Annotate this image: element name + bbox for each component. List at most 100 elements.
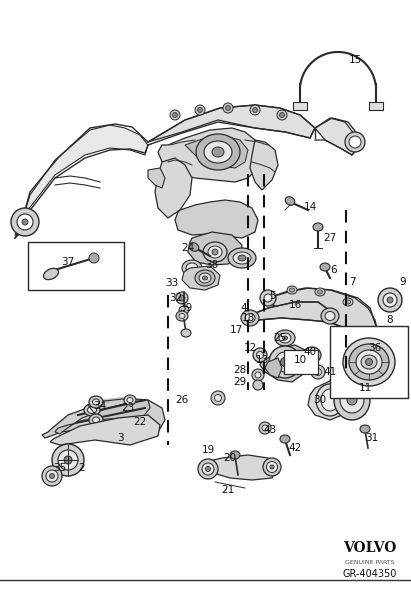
Ellipse shape <box>17 214 33 230</box>
Ellipse shape <box>340 387 364 413</box>
Ellipse shape <box>228 248 256 268</box>
Ellipse shape <box>89 253 99 263</box>
Ellipse shape <box>182 260 202 276</box>
Bar <box>284 350 318 374</box>
Text: 31: 31 <box>365 433 379 443</box>
Ellipse shape <box>253 380 263 390</box>
Ellipse shape <box>204 141 232 163</box>
Ellipse shape <box>176 292 188 304</box>
Ellipse shape <box>215 394 222 401</box>
Ellipse shape <box>349 344 389 380</box>
Text: 42: 42 <box>289 443 302 453</box>
Ellipse shape <box>275 352 295 372</box>
Polygon shape <box>148 105 315 142</box>
Ellipse shape <box>179 306 189 314</box>
Ellipse shape <box>58 450 78 470</box>
Text: 39: 39 <box>179 303 193 313</box>
Text: 35: 35 <box>53 463 67 473</box>
Polygon shape <box>155 158 192 218</box>
Ellipse shape <box>279 112 284 118</box>
Ellipse shape <box>343 338 395 386</box>
Ellipse shape <box>208 246 222 258</box>
Text: 43: 43 <box>263 425 277 435</box>
Ellipse shape <box>383 293 397 307</box>
Ellipse shape <box>250 105 260 115</box>
Ellipse shape <box>360 425 370 433</box>
Text: 18: 18 <box>241 313 255 323</box>
Ellipse shape <box>189 243 199 251</box>
Polygon shape <box>248 302 332 322</box>
Ellipse shape <box>287 286 297 294</box>
Ellipse shape <box>260 290 276 306</box>
Ellipse shape <box>347 395 357 405</box>
Ellipse shape <box>264 294 272 302</box>
Ellipse shape <box>315 288 325 296</box>
Ellipse shape <box>49 474 55 478</box>
Ellipse shape <box>277 110 287 120</box>
Ellipse shape <box>202 463 214 475</box>
Ellipse shape <box>226 106 231 111</box>
Ellipse shape <box>203 242 227 262</box>
Ellipse shape <box>252 369 264 381</box>
Ellipse shape <box>198 108 203 112</box>
Polygon shape <box>175 200 258 238</box>
Ellipse shape <box>46 470 58 482</box>
Polygon shape <box>15 125 148 235</box>
Ellipse shape <box>289 288 295 292</box>
Text: 9: 9 <box>399 277 406 287</box>
Ellipse shape <box>196 134 240 170</box>
Text: 37: 37 <box>61 257 75 267</box>
Text: 16: 16 <box>289 300 302 310</box>
Ellipse shape <box>321 389 339 411</box>
Text: 2: 2 <box>79 463 85 473</box>
Ellipse shape <box>198 459 218 479</box>
Ellipse shape <box>349 136 361 148</box>
Text: 29: 29 <box>233 377 247 387</box>
Text: 12: 12 <box>243 343 256 353</box>
Ellipse shape <box>245 314 255 323</box>
Bar <box>293 102 307 110</box>
Polygon shape <box>260 345 308 382</box>
Text: 28: 28 <box>233 365 247 375</box>
Ellipse shape <box>280 435 290 443</box>
Ellipse shape <box>176 311 188 321</box>
Ellipse shape <box>238 255 246 261</box>
Text: 6: 6 <box>331 265 337 275</box>
Text: 32: 32 <box>169 293 182 303</box>
Ellipse shape <box>127 397 133 403</box>
Ellipse shape <box>223 103 233 113</box>
Ellipse shape <box>334 380 370 420</box>
Ellipse shape <box>256 352 263 359</box>
Ellipse shape <box>345 132 365 152</box>
Bar <box>330 326 408 398</box>
Ellipse shape <box>378 288 402 312</box>
Text: VOLVO: VOLVO <box>343 541 397 555</box>
Ellipse shape <box>84 404 100 416</box>
Text: 11: 11 <box>358 383 372 393</box>
Ellipse shape <box>212 147 224 157</box>
Ellipse shape <box>89 414 103 426</box>
Polygon shape <box>148 168 165 188</box>
Ellipse shape <box>269 346 301 378</box>
Text: 15: 15 <box>349 55 362 65</box>
Text: 30: 30 <box>314 395 327 405</box>
Polygon shape <box>308 380 348 420</box>
Ellipse shape <box>263 458 281 476</box>
Ellipse shape <box>343 298 353 306</box>
Text: 34: 34 <box>93 401 106 411</box>
Text: 38: 38 <box>206 260 219 270</box>
Polygon shape <box>158 128 262 182</box>
Ellipse shape <box>241 310 259 326</box>
Ellipse shape <box>42 466 62 486</box>
Ellipse shape <box>195 270 215 286</box>
Text: 5: 5 <box>269 291 275 301</box>
Ellipse shape <box>124 395 136 405</box>
Ellipse shape <box>275 330 295 346</box>
Ellipse shape <box>44 268 58 279</box>
Ellipse shape <box>195 105 205 115</box>
Ellipse shape <box>280 358 289 367</box>
Ellipse shape <box>270 465 274 469</box>
Ellipse shape <box>252 108 258 112</box>
Ellipse shape <box>361 355 377 369</box>
Text: 14: 14 <box>303 202 316 212</box>
